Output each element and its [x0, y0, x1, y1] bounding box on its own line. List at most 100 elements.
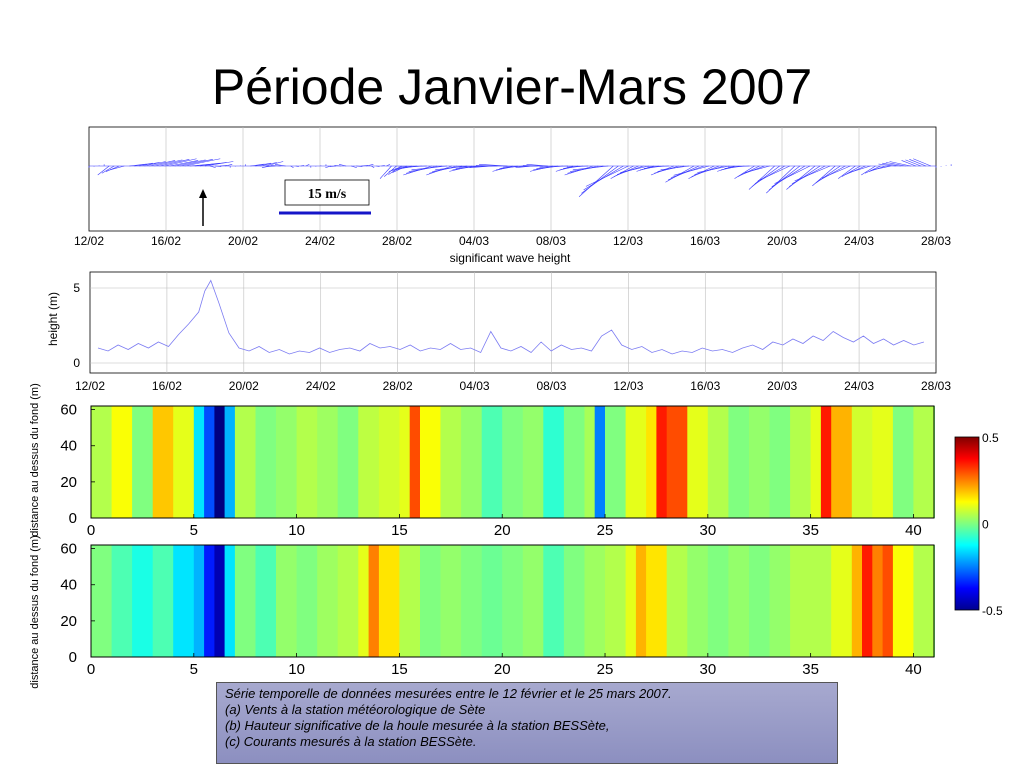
wind-vector — [290, 165, 294, 168]
current-top-heat-cell — [132, 406, 154, 518]
wind-vector — [539, 165, 568, 168]
wind-vector — [398, 165, 427, 168]
current-top-y-tick-label: 0 — [69, 510, 77, 527]
caption-line-3: (b) Hauteur significative de la houle me… — [225, 718, 610, 733]
current-bottom-heat-cell — [522, 545, 544, 657]
current-bottom-x-tick-label: 30 — [699, 661, 716, 678]
wind-vector — [270, 165, 281, 167]
wind-vector — [479, 163, 508, 167]
current-top-heat-cell — [892, 406, 915, 518]
current-top-heat-cell — [399, 406, 411, 518]
current-top-x-tick-label: 0 — [87, 522, 95, 539]
current-bottom-heat-cell — [605, 545, 627, 657]
current-bottom-heat-cell — [358, 545, 370, 657]
colorbar-tick-label: 0 — [982, 518, 989, 532]
wind-vector — [566, 165, 589, 168]
current-top-y-tick-label: 40 — [60, 438, 77, 455]
wind-vector — [754, 165, 785, 185]
wind-vector — [818, 165, 846, 181]
wind-vector — [864, 165, 881, 174]
wind-x-tick-label: 12/03 — [613, 234, 643, 248]
current-top-y-tick-label: 20 — [60, 474, 77, 491]
current-top-heat-cell — [625, 406, 647, 518]
wind-vector — [849, 165, 871, 173]
wave-x-tick-label: 20/03 — [767, 379, 797, 393]
wave-panel: significant wave height height (m) 0 5 12… — [46, 251, 951, 393]
colorbar-scale — [954, 436, 980, 611]
wind-vector — [882, 162, 901, 167]
wind-vector — [255, 162, 271, 167]
current-top-heat-cell — [543, 406, 565, 518]
current-bottom-heat-cell — [152, 545, 174, 657]
current-bottom-y-tick-label: 40 — [60, 577, 77, 594]
current-bottom-heat-cell — [399, 545, 421, 657]
wind-vector — [366, 163, 374, 167]
current-top-heat-cell — [111, 406, 133, 518]
wind-vector — [199, 162, 227, 167]
wave-y-tick-label: 0 — [73, 356, 80, 370]
wind-vector — [734, 165, 755, 179]
wind-vector — [169, 160, 199, 167]
current-bottom-x-tick-label: 15 — [391, 661, 408, 678]
current-top-heat-cell — [656, 406, 668, 518]
wind-vector — [647, 165, 669, 168]
current-bottom-heat-cell — [132, 545, 154, 657]
current-top-heat-cell — [872, 406, 894, 518]
current-top-heat-cell — [810, 406, 822, 518]
wind-x-tick-label: 28/03 — [921, 234, 951, 248]
wave-x-tick-label: 08/03 — [536, 379, 566, 393]
wind-vector — [861, 165, 876, 176]
wind-vector — [265, 161, 284, 167]
wind-vector — [620, 165, 649, 173]
current-top-heat-cell — [790, 406, 812, 518]
current-bottom-heat-cell — [204, 545, 215, 657]
current-bottom-heat-cell — [810, 545, 832, 657]
current-bottom-heat-cell — [276, 545, 298, 657]
current-bottom-heat-cell — [728, 545, 750, 657]
wind-vector — [220, 165, 227, 167]
wind-x-tick-label: 24/02 — [305, 234, 335, 248]
wind-x-tick-label: 04/03 — [459, 234, 489, 248]
wind-vector — [338, 163, 347, 167]
current-bottom-heat-cell — [666, 545, 688, 657]
colorbar-tick-label: 0.5 — [982, 431, 999, 445]
wind-vector — [794, 165, 831, 182]
current-top-heat-cell — [646, 406, 657, 518]
wind-x-tick-label: 28/02 — [382, 234, 412, 248]
wind-vector — [673, 165, 710, 176]
wind-vector — [889, 161, 911, 167]
wave-y-label: height (m) — [46, 292, 60, 346]
wind-vector — [657, 165, 684, 172]
current-bottom-y-tick-label: 60 — [60, 541, 77, 558]
current-bottom-y-label: distance au dessus du fond (m) — [29, 535, 41, 688]
wind-vector — [305, 164, 310, 167]
wind-vector — [274, 163, 286, 167]
wind-vectors — [88, 158, 952, 198]
current-bottom-heat-cell — [646, 545, 668, 657]
current-bottom-x-tick-label: 35 — [802, 661, 819, 678]
current-panel-top: 0 5 10 15 20 25 30 35 40 0 20 40 60 — [60, 402, 935, 539]
wind-x-tick-label: 08/03 — [536, 234, 566, 248]
wind-vector — [215, 165, 222, 167]
wind-vector — [751, 165, 780, 187]
wind-vector — [878, 163, 896, 167]
current-top-x-tick-label: 35 — [802, 522, 819, 539]
current-bottom-x-tick-label: 5 — [190, 661, 198, 678]
wave-x-tick-label: 20/02 — [229, 379, 259, 393]
current-top-heat-cell — [234, 406, 257, 518]
current-top-heat-cell — [276, 406, 298, 518]
current-bottom-heat-cell — [635, 545, 647, 657]
current-bottom-y-tick-label: 20 — [60, 613, 77, 630]
wave-height-series — [97, 279, 925, 355]
current-bottom-heat-cell — [625, 545, 637, 657]
current-top-heat-cell — [152, 406, 174, 518]
current-bottom-heat-cell — [420, 545, 442, 657]
wind-x-tick-label: 24/03 — [844, 234, 874, 248]
current-top-heat-cell — [594, 406, 606, 518]
wind-vector — [411, 165, 447, 171]
wind-vector — [376, 165, 380, 167]
current-bottom-heat-cell — [872, 545, 884, 657]
wind-vector — [144, 161, 166, 167]
current-top-heat-cell — [358, 406, 380, 518]
current-top-heat-cell — [224, 406, 236, 518]
